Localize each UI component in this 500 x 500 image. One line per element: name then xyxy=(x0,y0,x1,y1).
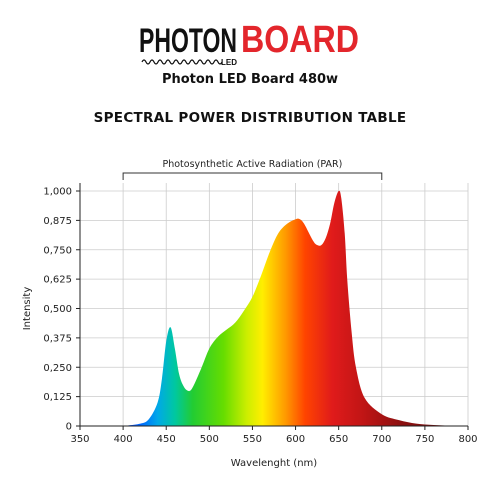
x-tick-label: 750 xyxy=(415,434,434,445)
spectral-chart: 350 400 450 500 550 600 650 700 750 800 0 0,125 0,25… xyxy=(22,159,478,469)
y-tick-label: 1,000 xyxy=(43,187,72,198)
y-tick-label: 0 xyxy=(66,422,72,433)
logo-wave-icon xyxy=(141,59,223,65)
x-tick-label: 700 xyxy=(372,434,391,445)
photon-board-logo: PHOTON BOARD LED xyxy=(139,19,359,67)
x-tick-label: 400 xyxy=(114,434,133,445)
axes xyxy=(76,183,469,430)
x-tick-label: 650 xyxy=(329,434,348,445)
logo-word-led: LED xyxy=(221,58,237,67)
x-tick-label: 350 xyxy=(70,434,89,445)
y-axis-title: Intensity xyxy=(22,287,33,331)
y-tick-label: 0,375 xyxy=(43,333,72,344)
x-tick-label: 450 xyxy=(157,434,176,445)
x-tick-label: 500 xyxy=(200,434,219,445)
x-tick-label: 550 xyxy=(243,434,262,445)
y-tick-label: 0,625 xyxy=(43,275,72,286)
spectrum-area xyxy=(123,190,468,426)
chart-title: SPECTRAL POWER DISTRIBUTION TABLE xyxy=(93,110,407,126)
tick-labels: 350 400 450 500 550 600 650 700 750 800 0 0,125 0,25… xyxy=(43,187,477,446)
logo-word-board: BOARD xyxy=(241,19,359,61)
y-tick-label: 0,125 xyxy=(43,392,72,403)
x-axis-title: Wavelenght (nm) xyxy=(231,458,317,469)
par-label: Photosynthetic Active Radiation (PAR) xyxy=(163,159,343,170)
y-tick-label: 0,250 xyxy=(43,363,72,374)
x-tick-label: 800 xyxy=(458,434,477,445)
par-annotation: Photosynthetic Active Radiation (PAR) xyxy=(122,159,383,180)
y-tick-label: 0,500 xyxy=(43,304,72,315)
x-tick-label: 600 xyxy=(286,434,305,445)
product-subtitle: Photon LED Board 480w xyxy=(161,72,339,87)
y-tick-label: 0,875 xyxy=(43,216,72,227)
y-tick-label: 0,750 xyxy=(43,245,72,256)
par-bracket xyxy=(122,172,383,180)
logo-word-photon: PHOTON xyxy=(139,22,237,60)
